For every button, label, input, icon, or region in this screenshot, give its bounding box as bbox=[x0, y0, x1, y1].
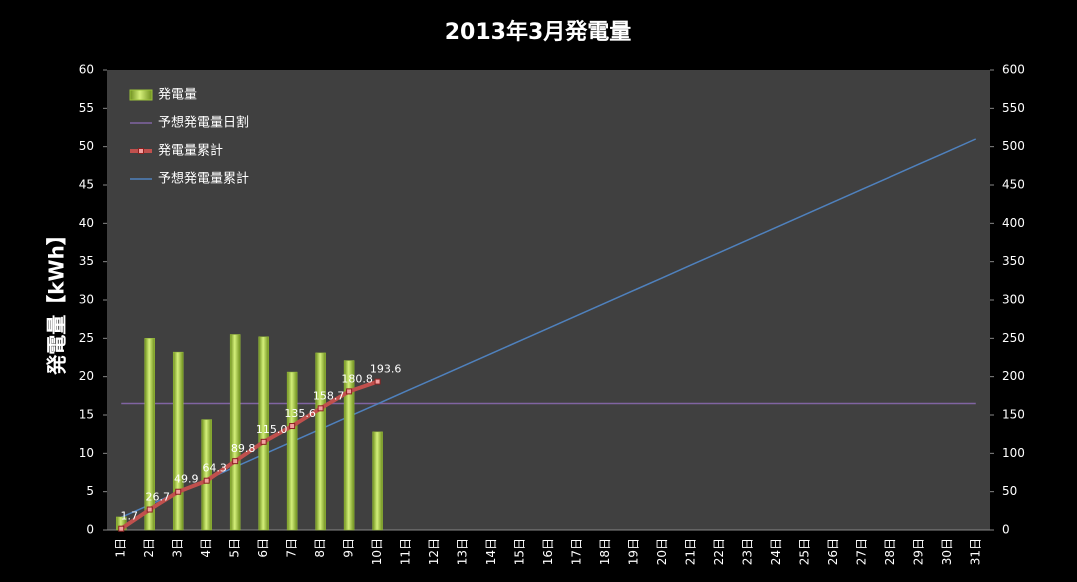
y2-tick-label: 50 bbox=[1002, 484, 1017, 498]
x-tick-label: 6日 bbox=[256, 538, 270, 558]
x-tick-label: 30日 bbox=[940, 538, 954, 565]
marker bbox=[374, 378, 381, 385]
legend-label: 発電量累計 bbox=[158, 143, 223, 159]
legend-label: 予想発電量累計 bbox=[158, 171, 249, 187]
y2-tick-label: 450 bbox=[1002, 178, 1025, 192]
bar bbox=[372, 431, 383, 531]
marker bbox=[146, 506, 153, 513]
legend-marker bbox=[138, 148, 144, 154]
line bbox=[120, 379, 379, 531]
bar bbox=[201, 419, 212, 531]
x-tick-label: 23日 bbox=[740, 538, 754, 565]
y2-tick-label: 550 bbox=[1002, 101, 1025, 115]
y-tick-label: 30 bbox=[79, 293, 94, 307]
x-tick-label: 1日 bbox=[114, 538, 128, 558]
x-tick-label: 27日 bbox=[854, 538, 868, 565]
data-label: 115.0 bbox=[256, 423, 288, 436]
y2-tick-label: 250 bbox=[1002, 331, 1025, 345]
data-label: 193.6 bbox=[370, 363, 402, 376]
marker bbox=[317, 405, 324, 412]
x-tick-label: 9日 bbox=[342, 538, 356, 558]
data-label: 1.7 bbox=[120, 510, 138, 523]
y-tick-label: 20 bbox=[79, 369, 94, 383]
x-tick-label: 28日 bbox=[883, 538, 897, 565]
data-label: 49.9 bbox=[174, 473, 199, 486]
y2-tick-label: 400 bbox=[1002, 216, 1025, 230]
data-label: 180.8 bbox=[341, 372, 373, 385]
bar bbox=[229, 334, 241, 531]
marker bbox=[175, 488, 182, 495]
y-tick-label: 0 bbox=[86, 523, 94, 537]
y2-tick-label: 200 bbox=[1002, 369, 1025, 383]
bar bbox=[286, 371, 298, 531]
y2-tick-label: 0 bbox=[1002, 523, 1010, 537]
data-label: 135.6 bbox=[284, 407, 316, 420]
y2-tick-label: 350 bbox=[1002, 254, 1025, 268]
marker bbox=[118, 525, 125, 532]
bar bbox=[258, 336, 269, 531]
x-tick-label: 13日 bbox=[456, 538, 470, 565]
x-tick-label: 5日 bbox=[228, 538, 242, 558]
x-tick-label: 8日 bbox=[313, 538, 327, 558]
y-axis-label: 発電量【kWh】 bbox=[45, 225, 69, 376]
x-tick-label: 2日 bbox=[142, 538, 156, 558]
marker bbox=[289, 423, 296, 430]
y-tick-label: 60 bbox=[79, 63, 94, 77]
plot-area bbox=[107, 70, 990, 530]
x-tick-label: 10日 bbox=[370, 538, 384, 565]
y2-tick-label: 100 bbox=[1002, 446, 1025, 460]
y-tick-label: 40 bbox=[79, 216, 94, 230]
x-tick-label: 19日 bbox=[626, 538, 640, 565]
x-tick-label: 4日 bbox=[199, 538, 213, 558]
y-tick-label: 50 bbox=[79, 139, 94, 153]
marker bbox=[346, 388, 353, 395]
x-tick-label: 7日 bbox=[285, 538, 299, 558]
data-label: 158.7 bbox=[313, 389, 345, 402]
y-tick-label: 15 bbox=[79, 408, 94, 422]
bar bbox=[172, 351, 184, 531]
data-label: 89.8 bbox=[231, 442, 256, 455]
y2-tick-label: 600 bbox=[1002, 63, 1025, 77]
y-tick-label: 35 bbox=[79, 254, 94, 268]
x-tick-label: 25日 bbox=[797, 538, 811, 565]
y-tick-label: 55 bbox=[79, 101, 94, 115]
x-tick-label: 11日 bbox=[399, 538, 413, 565]
x-tick-label: 31日 bbox=[968, 538, 982, 565]
x-tick-label: 17日 bbox=[569, 538, 583, 565]
x-tick-label: 21日 bbox=[683, 538, 697, 565]
bar bbox=[343, 360, 355, 531]
data-label: 26.7 bbox=[145, 491, 170, 504]
x-tick-label: 29日 bbox=[911, 538, 925, 565]
y-tick-label: 5 bbox=[86, 484, 94, 498]
y-tick-label: 45 bbox=[79, 178, 94, 192]
x-tick-label: 18日 bbox=[598, 538, 612, 565]
x-tick-label: 14日 bbox=[484, 538, 498, 565]
x-tick-label: 16日 bbox=[541, 538, 555, 565]
marker bbox=[232, 458, 239, 465]
x-tick-label: 24日 bbox=[769, 538, 783, 565]
x-tick-label: 15日 bbox=[513, 538, 527, 565]
legend-swatch bbox=[129, 89, 153, 101]
y-tick-label: 10 bbox=[79, 446, 94, 460]
data-label: 64.3 bbox=[202, 462, 227, 475]
marker bbox=[203, 477, 210, 484]
x-tick-label: 26日 bbox=[826, 538, 840, 565]
y2-tick-label: 150 bbox=[1002, 408, 1025, 422]
x-tick-label: 22日 bbox=[712, 538, 726, 565]
y-tick-label: 25 bbox=[79, 331, 94, 345]
legend-label: 予想発電量日割 bbox=[158, 115, 249, 131]
chart-title: 2013年3月発電量 bbox=[445, 19, 632, 45]
x-tick-label: 3日 bbox=[171, 538, 185, 558]
bar bbox=[315, 352, 326, 531]
marker bbox=[260, 438, 267, 445]
y2-tick-label: 300 bbox=[1002, 293, 1025, 307]
y2-tick-label: 500 bbox=[1002, 139, 1025, 153]
bar bbox=[144, 338, 155, 531]
x-tick-label: 12日 bbox=[427, 538, 441, 565]
legend-label: 発電量 bbox=[158, 88, 197, 103]
x-tick-label: 20日 bbox=[655, 538, 669, 565]
